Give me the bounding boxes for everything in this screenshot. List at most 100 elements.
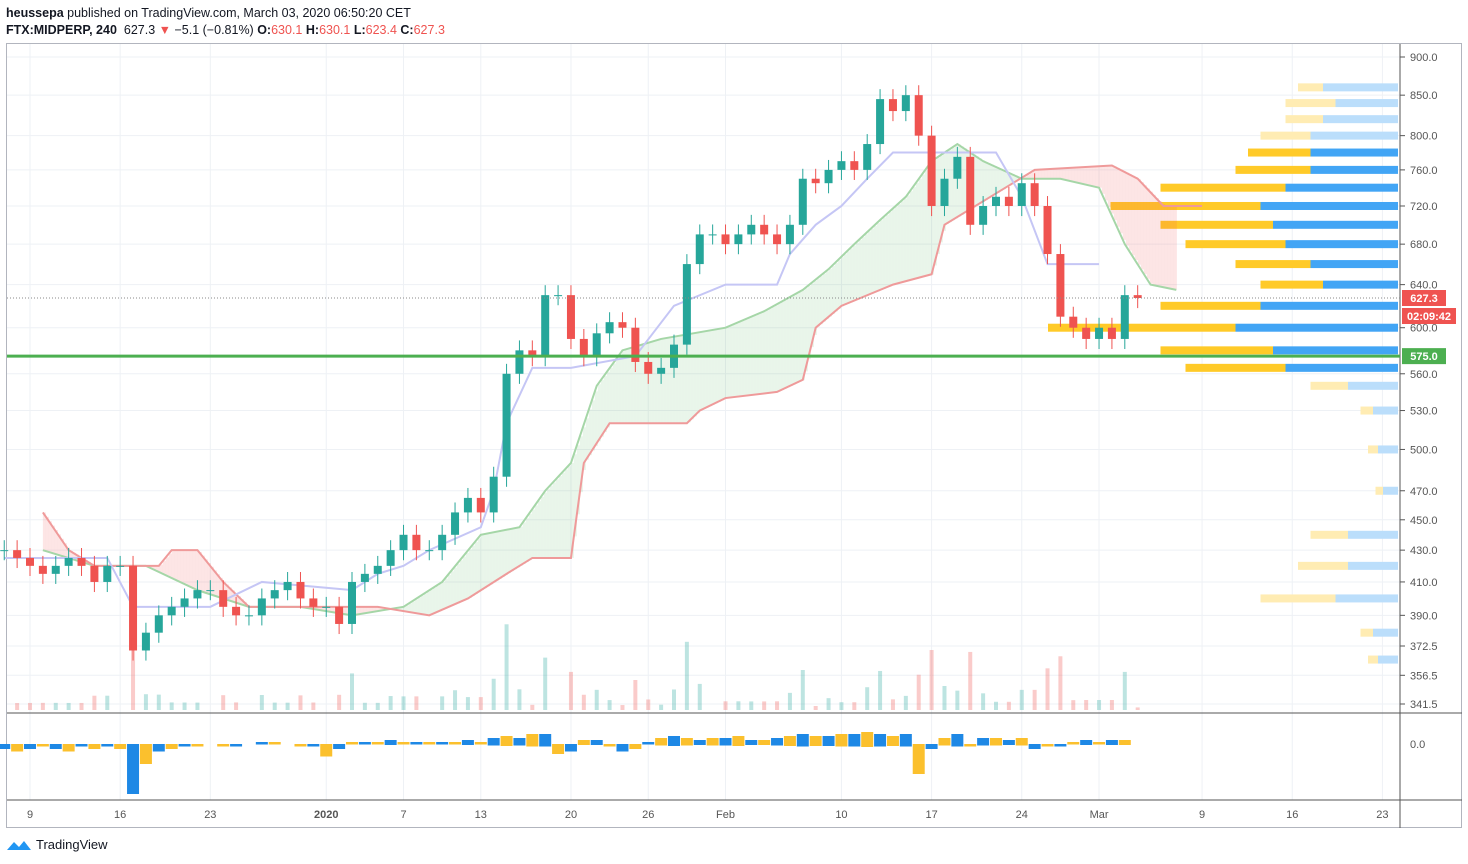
oscillator-bar	[1015, 738, 1028, 746]
oscillator-bar	[49, 744, 62, 749]
volume-bar	[1084, 700, 1089, 710]
y-tick-label: 430.0	[1410, 545, 1438, 557]
oscillator-bar	[101, 744, 114, 747]
chart-frame	[6, 43, 1462, 828]
oscillator-bar	[358, 742, 371, 745]
candle	[734, 234, 743, 245]
cloud-fill	[888, 212, 892, 287]
oscillator-bar	[964, 744, 977, 747]
candle	[270, 590, 279, 599]
cloud-fill	[1089, 166, 1093, 186]
candle	[335, 606, 344, 624]
oscillator-bar	[912, 744, 925, 774]
cloud-fill	[756, 314, 760, 395]
cloud-fill	[1164, 205, 1168, 288]
cloud-fill	[840, 257, 844, 307]
cloud-fill	[600, 380, 604, 437]
cloud-fill	[561, 472, 565, 558]
cloud-fill	[960, 146, 964, 215]
volume-profile-down-bar	[1285, 240, 1398, 249]
cloud-fill	[396, 607, 400, 610]
oscillator-bar	[745, 740, 758, 745]
cloud-fill	[918, 178, 922, 278]
oscillator-bar	[1093, 742, 1106, 745]
oscillator-bar	[307, 744, 320, 747]
volume-bar	[775, 701, 780, 710]
volume-bar	[285, 702, 290, 710]
volume-bar	[1058, 656, 1063, 710]
volume-bar	[749, 701, 754, 710]
candle	[399, 534, 408, 551]
volume-bar	[646, 699, 651, 710]
volume-bar	[994, 701, 998, 710]
volume-profile-up-bar	[1185, 363, 1286, 372]
candle	[773, 234, 782, 245]
cloud-fill	[408, 603, 412, 612]
volume-bar	[272, 702, 277, 710]
x-tick-label: 23	[1376, 809, 1388, 821]
symbol-interval[interactable]: FTX:MIDPERP, 240	[6, 23, 117, 37]
tradingview-logo[interactable]: TradingView	[6, 837, 108, 852]
candle	[682, 264, 691, 345]
cloud-fill	[831, 265, 835, 314]
cloud-fill	[366, 606, 370, 613]
cloud-fill	[534, 505, 538, 558]
y-tick-label: 372.5	[1410, 641, 1438, 653]
volume-profile-down-bar	[1235, 323, 1398, 332]
cloud-fill	[327, 606, 331, 612]
volume-profile-down-bar	[1348, 530, 1398, 539]
cloud-fill	[987, 163, 991, 199]
volume-bar	[259, 695, 264, 710]
candle	[116, 565, 125, 567]
volume-bar	[350, 673, 354, 710]
oscillator-bar	[758, 740, 771, 745]
cloud-fill	[201, 555, 205, 592]
cloud-fill	[741, 320, 745, 397]
volume-bar	[1045, 668, 1050, 710]
oscillator-bar	[88, 744, 101, 749]
cloud-fill	[468, 549, 472, 598]
cloud-fill	[444, 578, 448, 609]
cloud-fill	[873, 225, 877, 293]
cloud-fill	[1074, 167, 1078, 183]
cloud-fill	[999, 168, 1003, 192]
volume-profile-down-bar	[1348, 561, 1398, 570]
y-tick-label: 410.0	[1410, 577, 1438, 589]
candle	[927, 135, 936, 206]
cloud-fill	[786, 298, 790, 388]
down-arrow-icon: ▼	[158, 23, 172, 37]
cloud-fill	[1128, 174, 1132, 251]
cloud-fill	[627, 348, 631, 424]
cloud-fill	[1068, 167, 1072, 181]
cloud-fill	[768, 308, 772, 393]
oscillator-bar	[899, 734, 912, 747]
oscillator-bar	[1002, 740, 1015, 745]
cloud-fill	[855, 242, 859, 300]
volume-profile-up-bar	[1368, 655, 1378, 664]
cloud-fill	[54, 529, 58, 554]
low-label: L:	[353, 23, 366, 37]
candle	[554, 295, 563, 297]
candle	[257, 598, 266, 616]
oscillator-bar	[1028, 744, 1041, 749]
cloud-fill	[699, 332, 703, 411]
oscillator-bar	[655, 738, 668, 746]
candle	[103, 565, 112, 582]
oscillator-bar	[977, 738, 990, 746]
cloud-fill	[504, 530, 508, 575]
cloud-fill	[801, 290, 805, 381]
cloud-fill	[471, 545, 475, 596]
oscillator-bar	[114, 744, 127, 749]
cloud-fill	[564, 469, 568, 558]
cloud-fill	[930, 162, 934, 275]
x-tick-label: 26	[642, 809, 654, 821]
volume-profile-down-bar	[1373, 406, 1398, 415]
cloud-fill	[1143, 185, 1147, 275]
volume-profile-up-bar	[1248, 148, 1311, 157]
candle	[463, 497, 472, 513]
candle	[592, 333, 601, 357]
cloud-fill	[765, 310, 769, 394]
volume-bar	[388, 696, 393, 710]
cloud-fill	[732, 324, 736, 398]
